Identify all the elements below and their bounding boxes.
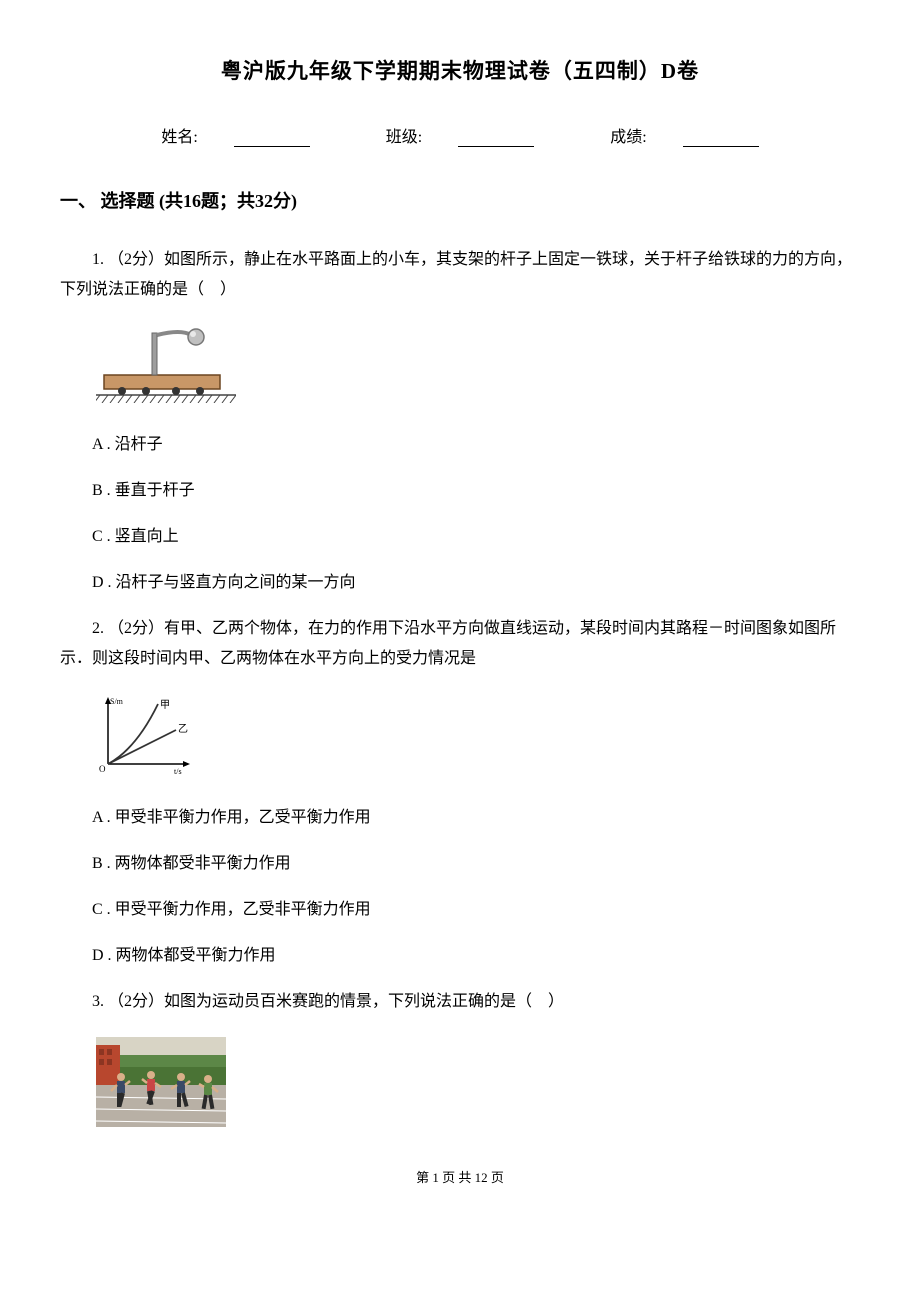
q2-option-c: C . 甲受平衡力作用，乙受非平衡力作用 (60, 895, 860, 925)
q1-text: 1. （2分）如图所示，静止在水平路面上的小车，其支架的杆子上固定一铁球，关于杆… (60, 245, 860, 305)
svg-text:S/m: S/m (110, 697, 124, 706)
q2-option-b: B . 两物体都受非平衡力作用 (60, 849, 860, 879)
name-label: 姓名: (143, 123, 327, 147)
page-footer: 第 1 页 共 12 页 (60, 1167, 860, 1186)
q1-figure (96, 325, 860, 408)
q2-text: 2. （2分）有甲、乙两个物体，在力的作用下沿水平方向做直线运动，某段时间内其路… (60, 614, 860, 674)
q1-option-b: B . 垂直于杆子 (60, 476, 860, 506)
q2-figure: O S/m t/s 甲 乙 (96, 694, 860, 781)
svg-text:O: O (99, 764, 106, 774)
q2-option-a: A . 甲受非平衡力作用，乙受平衡力作用 (60, 803, 860, 833)
score-label: 成绩: (592, 123, 776, 147)
section-header: 一、 选择题 (共16题；共32分) (60, 187, 860, 213)
q1-option-d: D . 沿杆子与竖直方向之间的某一方向 (60, 568, 860, 598)
q2-option-d: D . 两物体都受平衡力作用 (60, 941, 860, 971)
svg-text:t/s: t/s (174, 767, 182, 776)
class-label: 班级: (368, 123, 552, 147)
q3-figure (96, 1037, 226, 1127)
q1-option-c: C . 竖直向上 (60, 522, 860, 552)
svg-text:甲: 甲 (160, 700, 170, 711)
header-fields: 姓名: 班级: 成绩: (60, 123, 860, 147)
page-title: 粤沪版九年级下学期期末物理试卷（五四制）D卷 (60, 55, 860, 85)
q1-option-a: A . 沿杆子 (60, 430, 860, 460)
cart-diagram-icon (96, 325, 236, 403)
distance-time-graph-icon: O S/m t/s 甲 乙 (96, 694, 196, 776)
q3-text: 3. （2分）如图为运动员百米赛跑的情景，下列说法正确的是（ ） (60, 987, 860, 1017)
svg-text:乙: 乙 (178, 723, 188, 735)
runners-photo-icon (96, 1037, 226, 1127)
